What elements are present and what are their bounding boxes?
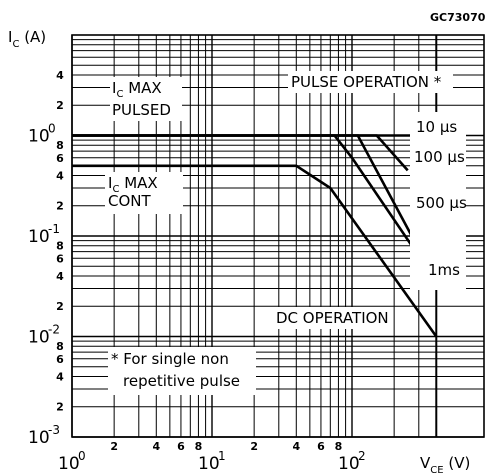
y-minor-tick-label: 8 — [56, 139, 64, 152]
footnote-bg — [108, 347, 256, 395]
x-axis-label: VCE (V) — [420, 454, 470, 475]
y-minor-tick-label: 6 — [56, 252, 64, 265]
y-minor-tick-label: 6 — [56, 152, 64, 165]
x-major-tick-exponent: 0 — [78, 449, 86, 463]
y-minor-tick-label: 6 — [56, 353, 64, 366]
y-major-tick-label: 10 — [28, 227, 50, 247]
x-minor-tick-label: 4 — [152, 440, 160, 453]
ic-max-cont-label: IC MAX — [108, 174, 158, 195]
x-major-tick-label: 10 — [58, 454, 80, 474]
pulse-operation-bg — [288, 71, 453, 93]
pulsed-label-bg — [110, 77, 182, 121]
y-minor-tick-label: 2 — [56, 99, 64, 112]
y-minor-tick-label: 4 — [56, 169, 64, 182]
y-minor-tick-label: 8 — [56, 240, 64, 253]
curve-label-10us: 10 µs — [416, 118, 457, 136]
y-major-tick-exponent: 0 — [48, 122, 56, 136]
x-minor-tick-label: 6 — [177, 440, 185, 453]
curve-label-1ms: 1ms — [428, 261, 460, 279]
y-major-tick-exponent: -1 — [48, 222, 60, 236]
y-major-tick-label: 10 — [28, 127, 50, 147]
x-minor-tick-label: 6 — [317, 440, 325, 453]
x-minor-tick-label: 2 — [250, 440, 258, 453]
dc-operation-label: DC OPERATION — [276, 309, 389, 327]
y-minor-tick-label: 2 — [56, 401, 64, 414]
chart-code: GC73070 — [430, 11, 486, 24]
curve-label-500us: 500 µs — [416, 194, 467, 212]
x-major-tick-exponent: 2 — [358, 449, 366, 463]
x-major-tick-exponent: 1 — [218, 449, 226, 463]
y-axis-label: IC (A) — [8, 28, 46, 50]
y-major-tick-label: 10 — [28, 428, 50, 448]
x-minor-tick-label: 4 — [292, 440, 300, 453]
y-major-tick-exponent: -3 — [48, 423, 60, 437]
y-minor-tick-label: 2 — [56, 200, 64, 213]
soa-curve-5 — [72, 164, 438, 338]
x-major-tick-label: 10 — [338, 454, 360, 474]
pulse-operation-label: PULSE OPERATION * — [291, 73, 442, 91]
x-major-tick-label: 10 — [198, 454, 220, 474]
footnote-line2: repetitive pulse — [123, 372, 240, 390]
y-minor-tick-label: 8 — [56, 340, 64, 353]
y-minor-tick-label: 4 — [56, 370, 64, 383]
ic-max-pulsed-label: IC MAX — [112, 79, 162, 100]
curve-label-100us: 100 µs — [414, 148, 465, 166]
y-minor-tick-label: 4 — [56, 69, 64, 82]
x-minor-tick-label: 2 — [110, 440, 118, 453]
right-labels-bg — [410, 112, 466, 290]
x-minor-tick-label: 8 — [335, 440, 343, 453]
soa-curve-4 — [72, 134, 438, 283]
dc-operation-bg — [272, 307, 384, 329]
x-minor-tick-label: 8 — [195, 440, 203, 453]
y-minor-tick-label: 2 — [56, 300, 64, 313]
cont-label-bg — [105, 172, 183, 214]
y-minor-tick-label: 4 — [56, 270, 64, 283]
y-major-tick-exponent: -2 — [48, 323, 60, 337]
footnote-line1: * For single non — [111, 350, 229, 368]
y-major-tick-label: 10 — [28, 328, 50, 348]
pulsed-label: PULSED — [112, 101, 171, 119]
cont-label: CONT — [108, 192, 152, 210]
